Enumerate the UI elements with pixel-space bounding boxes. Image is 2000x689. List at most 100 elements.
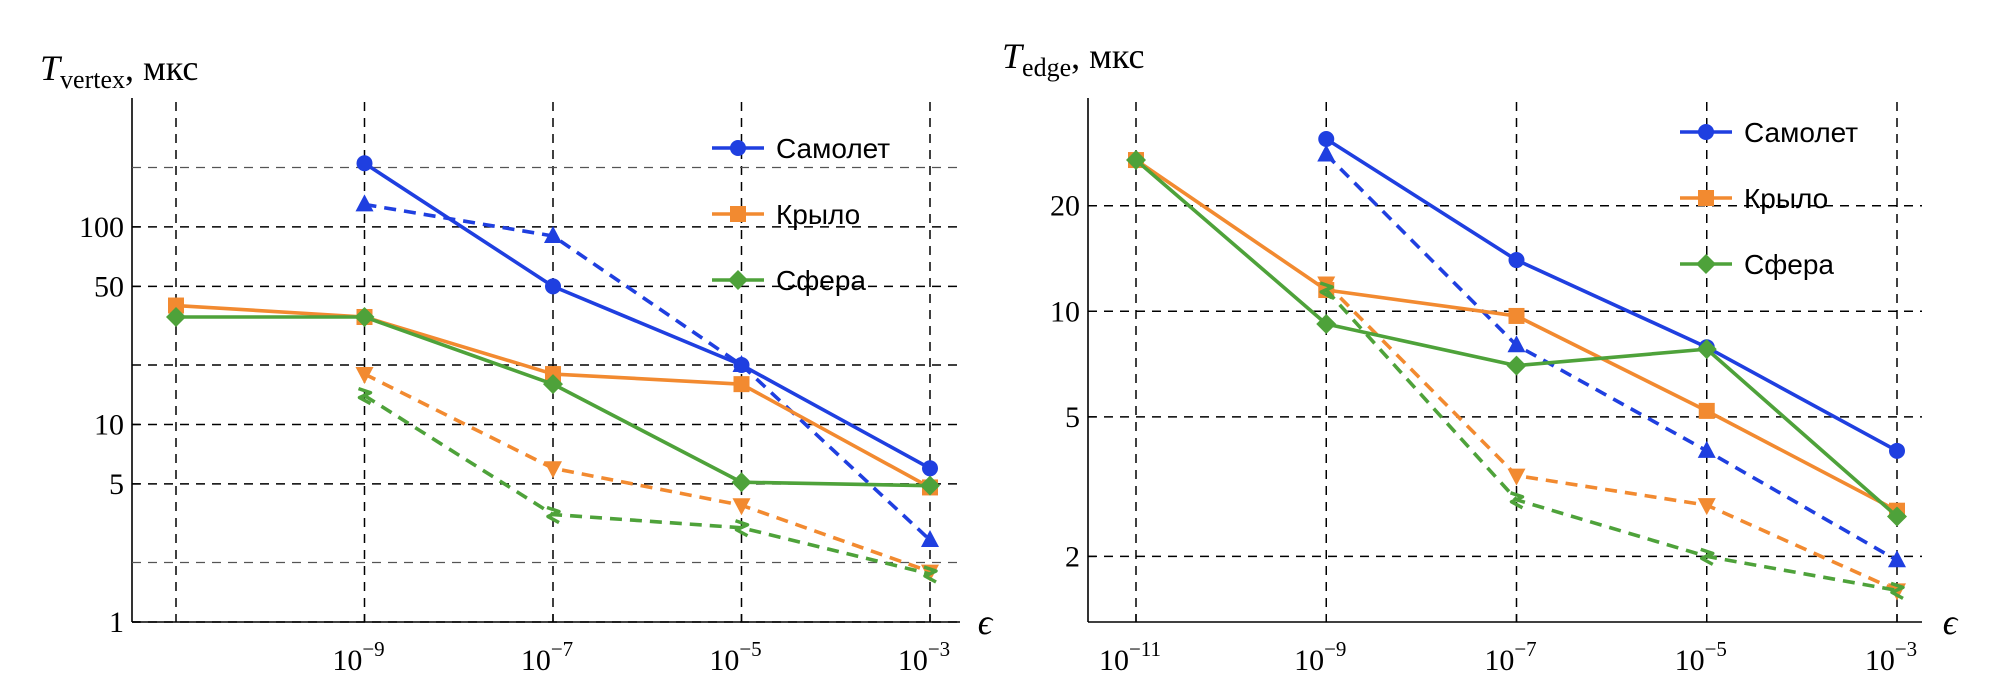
series-line-dashed	[1324, 288, 1898, 593]
data-point-diamond	[1316, 314, 1337, 335]
data-point-circle	[356, 155, 373, 172]
data-point-diamond	[1126, 150, 1146, 171]
legend-marker-circle	[730, 140, 746, 156]
x-tick-label: 10−9	[332, 637, 384, 677]
series-line-dashed	[364, 202, 932, 542]
data-point-hook	[357, 386, 373, 406]
series-line-solid	[363, 161, 931, 470]
data-point-circle	[1889, 442, 1905, 459]
data-point-diamond	[1887, 506, 1907, 527]
legend-entry: Крыло	[1680, 183, 1828, 214]
x-tick-label: 10−5	[1675, 637, 1727, 677]
series-Сфера-solid	[166, 306, 940, 496]
data-point-diamond	[543, 374, 563, 395]
data-point-diamond	[1506, 355, 1527, 376]
data-point-triangle-up	[732, 355, 751, 372]
legend-label: Самолет	[1744, 117, 1858, 148]
data-point-triangle-up	[1697, 440, 1716, 458]
y-tick-label: 10	[1050, 295, 1080, 328]
data-point-diamond	[354, 306, 375, 327]
data-point-hook	[923, 565, 938, 584]
x-tick-label: 10−7	[521, 637, 573, 677]
data-point-diamond	[731, 472, 752, 493]
legend-marker-diamond	[1696, 254, 1716, 274]
y-tick-label: 1	[109, 606, 124, 639]
y-tick-label: 50	[94, 270, 124, 303]
legend-label: Сфера	[776, 265, 866, 296]
data-point-triangle-up	[1507, 335, 1526, 353]
series-Крыло-dashed	[1317, 276, 1906, 601]
data-point-circle	[1508, 252, 1525, 269]
data-point-triangle-down	[1507, 468, 1526, 486]
legend-entry: Сфера	[1680, 249, 1834, 280]
legend: Самолет Крыло Сфера	[1680, 117, 1858, 280]
y-tick-label: 5	[1065, 401, 1080, 434]
series-Самолет-solid	[1318, 131, 1905, 459]
series-Самолет-dashed	[355, 194, 939, 548]
data-point-triangle-down	[1697, 498, 1716, 516]
legend-entry: Самолет	[712, 133, 890, 164]
series-Самолет-dashed	[1317, 144, 1906, 568]
legend-entry: Крыло	[712, 199, 860, 230]
data-point-hook	[1890, 581, 1905, 600]
y-tick-label: 10	[94, 408, 124, 441]
series-line-dashed	[1324, 282, 1898, 593]
x-tick-label: 10−7	[1484, 637, 1536, 677]
data-point-triangle-up	[544, 225, 562, 243]
data-point-diamond	[920, 475, 940, 496]
series-Крыло-dashed	[355, 367, 939, 582]
data-point-hook	[1700, 547, 1715, 566]
legend-entry: Сфера	[712, 265, 866, 296]
legend-label: Крыло	[1744, 183, 1828, 214]
x-tick-label: 10−9	[1294, 637, 1346, 677]
y-tick-label: 5	[109, 468, 124, 501]
data-point-square	[1698, 402, 1715, 419]
y-tick-label: 20	[1050, 190, 1080, 223]
data-point-hook	[1509, 491, 1525, 510]
legend-label: Самолет	[776, 133, 890, 164]
data-point-hook	[1319, 281, 1334, 300]
data-point-hook	[546, 505, 561, 525]
legend-label: Сфера	[1744, 249, 1834, 280]
data-point-square	[1508, 307, 1525, 324]
data-point-triangle-up	[355, 194, 374, 212]
chart-2: 2 5 10 20 10−11 10−9 10−7 10−5 10−3 Tedge, мкс ϵ Са…	[1002, 36, 1959, 677]
legend-marker-circle	[1698, 124, 1714, 140]
data-point-square	[545, 366, 561, 383]
data-point-circle	[922, 460, 938, 477]
x-tick-label: 10−3	[898, 637, 950, 677]
legend: Самолет Крыло Сфера	[712, 133, 890, 296]
x-tick-label: 10−3	[1865, 637, 1917, 677]
x-axis-title: ϵ	[1943, 602, 1959, 642]
x-tick-label: 10−11	[1099, 637, 1161, 677]
data-point-square	[168, 297, 184, 314]
data-point-diamond	[166, 306, 186, 327]
x-tick-label: 10−5	[709, 637, 761, 677]
legend-marker-diamond	[728, 270, 748, 290]
y-tick-label: 100	[79, 211, 124, 244]
y-axis-title: Tedge, мкс	[1002, 36, 1144, 82]
data-point-triangle-down	[732, 498, 751, 516]
legend-entry: Самолет	[1680, 117, 1858, 148]
legend-marker-square	[1698, 190, 1714, 206]
data-point-hook	[734, 519, 750, 538]
series-line-dashed	[363, 394, 931, 576]
series-Сфера-dashed	[1319, 281, 1905, 600]
data-point-diamond	[1696, 339, 1717, 360]
data-point-circle	[545, 278, 561, 295]
data-point-triangle-up	[1888, 550, 1906, 568]
legend-marker-square	[730, 206, 746, 222]
y-axis-title: Tvertex, мкс	[40, 48, 198, 94]
data-point-triangle-down	[355, 367, 374, 385]
data-point-triangle-up	[921, 530, 939, 548]
data-point-square	[733, 376, 750, 393]
data-point-triangle-up	[1317, 144, 1336, 162]
series-Сфера-dashed	[357, 386, 938, 584]
series-line-solid	[1325, 137, 1898, 453]
series-Сфера-solid	[1126, 150, 1907, 527]
x-axis-title: ϵ	[978, 602, 994, 642]
y-tick-label: 2	[1065, 540, 1080, 573]
series-line-dashed	[363, 372, 931, 574]
chart-1: 1 5 10 50 100 10−9 10−7 10−5 10−3 Tvertex, мкс ϵ Са…	[40, 48, 994, 677]
